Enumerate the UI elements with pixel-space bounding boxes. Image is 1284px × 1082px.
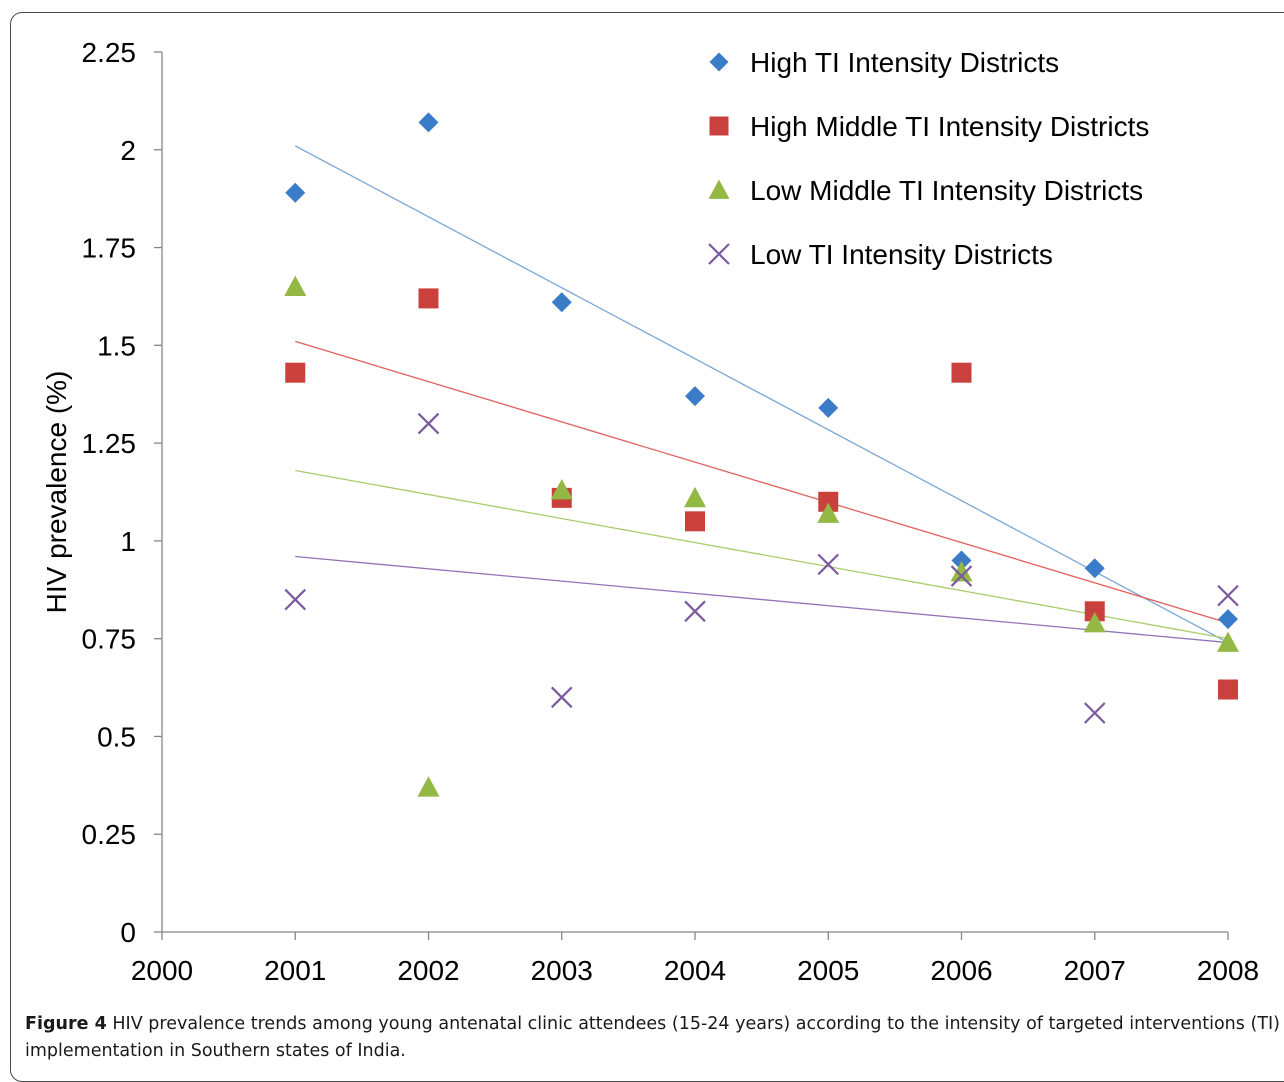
data-point bbox=[685, 511, 705, 532]
data-point bbox=[818, 397, 839, 418]
data-point bbox=[818, 491, 839, 512]
trendline bbox=[295, 469, 1229, 640]
trendlines bbox=[294, 145, 1229, 644]
legend-label: High TI Intensity Districts bbox=[750, 47, 1059, 78]
data-point bbox=[285, 182, 306, 203]
figure-caption: Figure 4 HIV prevalence trends among you… bbox=[25, 1011, 1280, 1065]
data-points bbox=[284, 112, 1239, 797]
legend-marker bbox=[708, 179, 730, 199]
data-point bbox=[1084, 601, 1105, 622]
data-point bbox=[1218, 609, 1238, 630]
x-tick-label: 2000 bbox=[131, 955, 193, 986]
data-point bbox=[285, 362, 306, 383]
y-tick-label: 0.25 bbox=[82, 819, 137, 850]
y-tick-label: 2 bbox=[120, 135, 136, 166]
x-tick-label: 2004 bbox=[664, 955, 726, 986]
data-point bbox=[1083, 702, 1106, 724]
data-point bbox=[1084, 558, 1105, 579]
data-point bbox=[950, 565, 973, 587]
data-point bbox=[417, 776, 440, 797]
y-tick-label: 1.5 bbox=[97, 330, 136, 361]
y-tick-label: 0.5 bbox=[97, 721, 136, 752]
data-point bbox=[417, 412, 440, 435]
data-point bbox=[551, 292, 572, 313]
x-tick-label: 2007 bbox=[1064, 955, 1126, 986]
figure-label: Figure 4 bbox=[25, 1014, 107, 1034]
x-tick-label: 2005 bbox=[797, 955, 859, 986]
legend-label: Low TI Intensity Districts bbox=[750, 239, 1053, 270]
y-tick-label: 1.75 bbox=[82, 233, 137, 264]
data-point bbox=[418, 112, 439, 133]
data-point bbox=[817, 502, 840, 523]
data-point bbox=[950, 561, 973, 582]
trendline bbox=[294, 145, 1229, 644]
data-point bbox=[684, 600, 706, 623]
trendline bbox=[295, 340, 1229, 624]
x-tick-label: 2008 bbox=[1197, 955, 1259, 986]
data-point bbox=[685, 386, 705, 407]
data-point bbox=[550, 479, 573, 500]
data-point bbox=[284, 588, 307, 611]
data-point bbox=[1217, 584, 1239, 607]
y-tick-label: 0.75 bbox=[82, 624, 137, 655]
data-point bbox=[1217, 631, 1239, 652]
data-point bbox=[951, 550, 972, 571]
data-point bbox=[817, 553, 840, 576]
legend-label: Low Middle TI Intensity Districts bbox=[750, 175, 1143, 206]
x-tick-label: 2001 bbox=[264, 955, 326, 986]
y-axis-label: HIV prevalence (%) bbox=[41, 371, 72, 614]
trendline bbox=[295, 555, 1229, 644]
legend-marker bbox=[709, 116, 729, 136]
y-tick-label: 1.25 bbox=[82, 428, 137, 459]
x-tick-label: 2006 bbox=[930, 955, 992, 986]
data-point bbox=[1218, 679, 1238, 700]
y-tick-label: 0 bbox=[120, 917, 136, 948]
legend-label: High Middle TI Intensity Districts bbox=[750, 111, 1149, 142]
y-tick-label: 1 bbox=[120, 526, 136, 557]
data-point bbox=[951, 362, 972, 383]
axes: 0 0.25 0.5 0.75 1 1.25 1.5 1.75 2 2.25 2000 2001 200… bbox=[82, 37, 1260, 986]
x-tick-label: 2003 bbox=[531, 955, 593, 986]
x-tick-label: 2002 bbox=[397, 955, 459, 986]
data-point bbox=[684, 486, 706, 508]
data-point bbox=[418, 288, 439, 309]
scatter-chart: 0 0.25 0.5 0.75 1 1.25 1.5 1.75 2 2.25 2000 2001 200… bbox=[41, 37, 1260, 986]
caption-text: HIV prevalence trends among young antena… bbox=[25, 1014, 1280, 1061]
y-tick-label: 2.25 bbox=[82, 37, 137, 68]
data-point bbox=[284, 275, 307, 297]
legend-marker bbox=[709, 52, 729, 72]
legend-marker bbox=[708, 243, 730, 265]
legend: High TI Intensity Districts High Middle T… bbox=[708, 47, 1149, 270]
data-point bbox=[1083, 612, 1106, 633]
data-point bbox=[550, 686, 573, 709]
